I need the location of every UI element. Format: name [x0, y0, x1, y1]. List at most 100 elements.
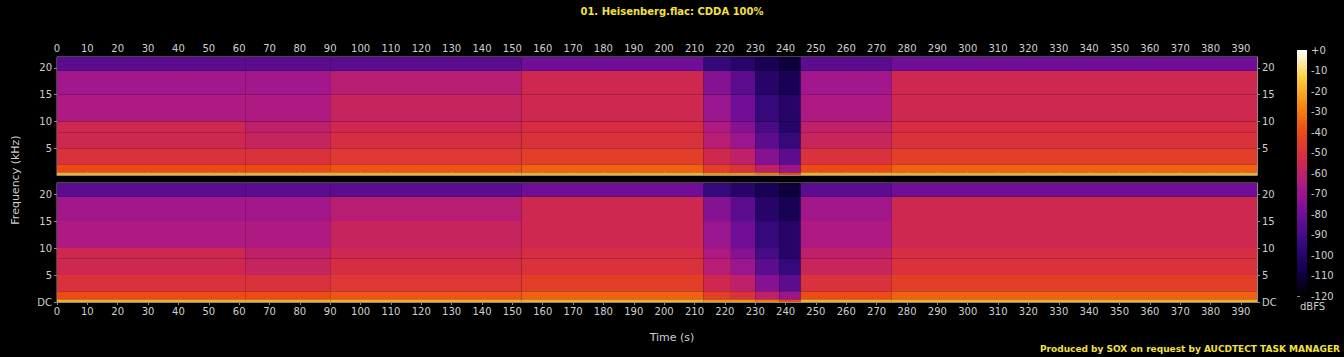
svg-text:110: 110 — [381, 43, 400, 54]
svg-text:210: 210 — [685, 43, 704, 54]
svg-text:140: 140 — [472, 43, 491, 54]
svg-text:290: 290 — [928, 306, 947, 317]
svg-text:-30: -30 — [1311, 106, 1327, 117]
svg-text:5: 5 — [1262, 143, 1268, 154]
svg-text:230: 230 — [746, 43, 765, 54]
svg-text:170: 170 — [564, 306, 583, 317]
svg-text:170: 170 — [564, 43, 583, 54]
svg-text:80: 80 — [293, 306, 306, 317]
svg-text:50: 50 — [202, 306, 215, 317]
svg-text:-50: -50 — [1311, 147, 1327, 158]
svg-text:380: 380 — [1201, 43, 1220, 54]
svg-text:5: 5 — [1262, 270, 1268, 281]
svg-text:330: 330 — [1049, 43, 1068, 54]
svg-text:0: 0 — [54, 43, 60, 54]
svg-text:70: 70 — [263, 43, 276, 54]
svg-text:150: 150 — [503, 43, 522, 54]
svg-text:260: 260 — [837, 43, 856, 54]
svg-text:40: 40 — [172, 43, 185, 54]
svg-text:280: 280 — [897, 306, 916, 317]
svg-text:200: 200 — [655, 306, 674, 317]
svg-text:-100: -100 — [1311, 250, 1334, 261]
svg-text:190: 190 — [624, 43, 643, 54]
svg-text:300: 300 — [958, 43, 977, 54]
svg-text:-20: -20 — [1311, 86, 1327, 97]
svg-text:370: 370 — [1171, 43, 1190, 54]
svg-text:-70: -70 — [1311, 188, 1327, 199]
svg-text:20: 20 — [111, 43, 124, 54]
svg-text:DC: DC — [37, 297, 52, 308]
svg-text:10: 10 — [39, 116, 52, 127]
svg-text:-110: -110 — [1311, 270, 1334, 281]
svg-text:340: 340 — [1080, 43, 1099, 54]
svg-text:20: 20 — [1262, 189, 1275, 200]
svg-text:250: 250 — [806, 43, 825, 54]
svg-text:180: 180 — [594, 43, 613, 54]
svg-text:20: 20 — [39, 62, 52, 73]
svg-text:Frequency (kHz): Frequency (kHz) — [9, 135, 22, 224]
svg-text:5: 5 — [46, 143, 52, 154]
svg-text:180: 180 — [594, 306, 613, 317]
svg-text:260: 260 — [837, 306, 856, 317]
svg-text:90: 90 — [324, 306, 337, 317]
svg-text:240: 240 — [776, 306, 795, 317]
svg-text:70: 70 — [263, 306, 276, 317]
svg-text:160: 160 — [533, 43, 552, 54]
svg-text:390: 390 — [1231, 43, 1250, 54]
svg-text:190: 190 — [624, 306, 643, 317]
svg-text:Produced by SOX on request by: Produced by SOX on request by AUCDTECT T… — [1040, 344, 1340, 354]
svg-text:120: 120 — [412, 43, 431, 54]
svg-text:340: 340 — [1080, 306, 1099, 317]
svg-text:320: 320 — [1019, 306, 1038, 317]
svg-text:20: 20 — [39, 189, 52, 200]
svg-text:50: 50 — [202, 43, 215, 54]
svg-text:130: 130 — [442, 43, 461, 54]
svg-text:Time (s): Time (s) — [649, 331, 695, 344]
svg-text:-60: -60 — [1311, 168, 1327, 179]
svg-text:230: 230 — [746, 306, 765, 317]
svg-text:01. Heisenberg.flac: CDDA 100%: 01. Heisenberg.flac: CDDA 100% — [580, 6, 763, 17]
svg-text:90: 90 — [324, 43, 337, 54]
svg-text:15: 15 — [39, 89, 52, 100]
svg-text:10: 10 — [1262, 243, 1275, 254]
svg-text:360: 360 — [1140, 306, 1159, 317]
svg-text:280: 280 — [897, 43, 916, 54]
svg-text:+0: +0 — [1311, 45, 1326, 56]
svg-text:270: 270 — [867, 43, 886, 54]
svg-text:160: 160 — [533, 306, 552, 317]
svg-text:240: 240 — [776, 43, 795, 54]
svg-text:350: 350 — [1110, 306, 1129, 317]
svg-text:15: 15 — [1262, 216, 1275, 227]
svg-text:10: 10 — [81, 43, 94, 54]
svg-text:60: 60 — [233, 306, 246, 317]
svg-text:130: 130 — [442, 306, 461, 317]
svg-text:dBFS: dBFS — [1300, 301, 1325, 312]
svg-text:80: 80 — [293, 43, 306, 54]
svg-text:10: 10 — [1262, 116, 1275, 127]
svg-text:110: 110 — [381, 306, 400, 317]
svg-text:360: 360 — [1140, 43, 1159, 54]
svg-text:350: 350 — [1110, 43, 1129, 54]
svg-text:150: 150 — [503, 306, 522, 317]
svg-text:-90: -90 — [1311, 229, 1327, 240]
svg-text:-10: -10 — [1311, 65, 1327, 76]
svg-text:-40: -40 — [1311, 127, 1327, 138]
svg-text:0: 0 — [54, 306, 60, 317]
svg-text:120: 120 — [412, 306, 431, 317]
svg-text:330: 330 — [1049, 306, 1068, 317]
svg-text:220: 220 — [715, 43, 734, 54]
svg-text:100: 100 — [351, 306, 370, 317]
svg-text:20: 20 — [1262, 62, 1275, 73]
svg-text:310: 310 — [989, 43, 1008, 54]
svg-text:140: 140 — [472, 306, 491, 317]
svg-text:390: 390 — [1231, 306, 1250, 317]
svg-text:320: 320 — [1019, 43, 1038, 54]
svg-text:-120: -120 — [1311, 291, 1334, 302]
svg-text:15: 15 — [1262, 89, 1275, 100]
svg-text:DC: DC — [1262, 297, 1277, 308]
svg-text:-80: -80 — [1311, 209, 1327, 220]
svg-text:15: 15 — [39, 216, 52, 227]
svg-text:40: 40 — [172, 306, 185, 317]
svg-text:30: 30 — [142, 306, 155, 317]
svg-text:5: 5 — [46, 270, 52, 281]
